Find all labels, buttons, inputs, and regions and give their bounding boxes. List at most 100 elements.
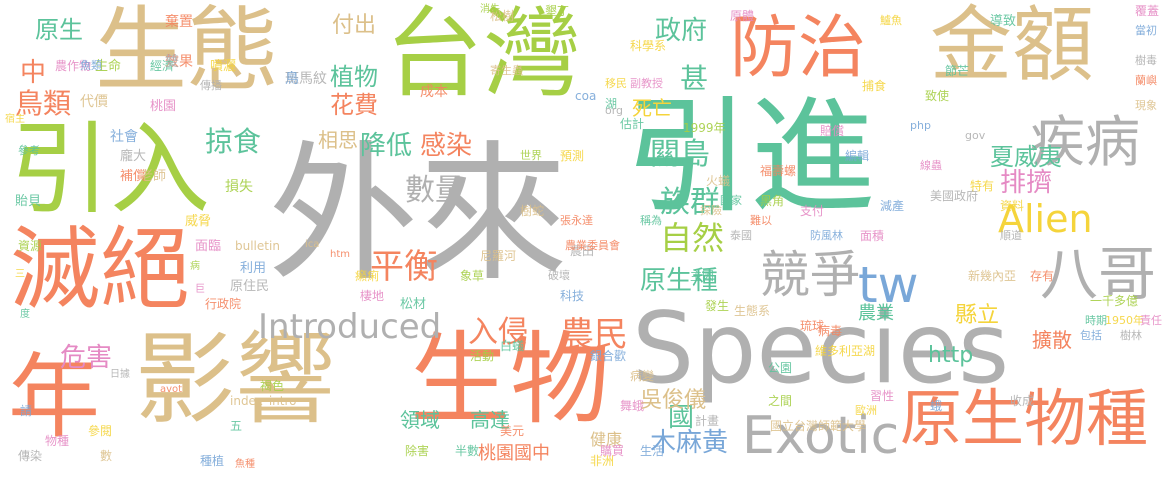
cloud-word: 自然 bbox=[660, 219, 725, 257]
cloud-word: 生態 bbox=[95, 0, 280, 104]
cloud-word: 相思 bbox=[318, 128, 358, 152]
cloud-word-small: 減產 bbox=[880, 199, 905, 213]
cloud-word: 關島 bbox=[650, 137, 710, 172]
cloud-word-small: 公園 bbox=[768, 361, 793, 375]
cloud-word-small: 病變 bbox=[630, 369, 655, 383]
cloud-word-small: 覆蓋 bbox=[1135, 4, 1160, 18]
cloud-word-small: 請 bbox=[20, 404, 33, 418]
cloud-word-small: 行政院 bbox=[205, 297, 242, 311]
cloud-word-small: 物種 bbox=[45, 434, 70, 448]
cloud-word-small: 巨 bbox=[195, 284, 205, 295]
cloud-word-small: 斑馬紋 bbox=[285, 71, 327, 87]
cloud-word: 外來 bbox=[268, 128, 569, 302]
cloud-word-small: 傳播 bbox=[200, 79, 222, 92]
cloud-word-small: 資料 bbox=[1000, 199, 1025, 213]
cloud-word-small: 鳥 bbox=[285, 71, 299, 87]
cloud-word-small: 白蟻 bbox=[500, 339, 525, 353]
cloud-word-small: 節芒 bbox=[945, 64, 970, 78]
cloud-word-small: 預測 bbox=[560, 149, 585, 163]
cloud-word-small: 生態系 bbox=[734, 304, 771, 318]
cloud-word-small: 購買 bbox=[600, 444, 625, 458]
cloud-word: 族群 bbox=[660, 185, 720, 220]
cloud-word-small: 代價 bbox=[80, 94, 108, 110]
cloud-word-small: 收成 bbox=[1010, 394, 1035, 408]
cloud-word-small: 原體 bbox=[730, 9, 755, 23]
cloud-word: tw bbox=[858, 256, 919, 314]
cloud-word: 掠食 bbox=[205, 125, 262, 158]
cloud-word-small: 老師 bbox=[140, 169, 167, 184]
cloud-word: 高達 bbox=[470, 408, 510, 432]
cloud-word-small: 維多利亞湖 bbox=[815, 344, 876, 358]
cloud-word-small: 利用 bbox=[240, 261, 267, 276]
cloud-word-small: 三 bbox=[15, 269, 25, 280]
cloud-word-small: 寄生蟲 bbox=[490, 64, 523, 77]
cloud-word: 感染 bbox=[420, 131, 473, 161]
cloud-word: 影響 bbox=[135, 321, 335, 438]
cloud-word-small: 習性 bbox=[870, 389, 895, 403]
cloud-word-small: 科學系 bbox=[630, 39, 667, 53]
cloud-word-small: 經濟 bbox=[150, 59, 175, 73]
cloud-word-small: 參考 bbox=[18, 144, 40, 157]
cloud-word: 中 bbox=[20, 58, 47, 88]
cloud-word-small: 銀合歡 bbox=[590, 349, 627, 363]
cloud-word-small: 歐洲 bbox=[855, 404, 877, 417]
cloud-word-small: 除害 bbox=[405, 444, 430, 458]
cloud-word-small: 美國政府 bbox=[930, 189, 979, 203]
cloud-word-small: 噴灑 bbox=[210, 59, 237, 74]
cloud-word: 滅絕 bbox=[10, 217, 190, 322]
cloud-word-small: 棲地 bbox=[360, 289, 385, 303]
cloud-word-small: 琉球 bbox=[800, 319, 825, 333]
cloud-word: 花費 bbox=[330, 91, 378, 119]
cloud-word: 台灣 bbox=[385, 0, 582, 111]
cloud-word-small: 特有 bbox=[970, 179, 995, 193]
cloud-word-small: 致使 bbox=[925, 89, 950, 103]
cloud-word-small: 非洲 bbox=[590, 454, 615, 468]
cloud-word-small: 順道 bbox=[1000, 229, 1022, 242]
cloud-word-small: 火蟻 bbox=[706, 174, 731, 188]
cloud-word-small: 雙 bbox=[165, 54, 179, 70]
cloud-word-small: 捕食 bbox=[862, 79, 887, 93]
cloud-word-small: htm bbox=[330, 249, 350, 260]
cloud-word: 數量 bbox=[405, 173, 465, 208]
cloud-word: 擴散 bbox=[1032, 328, 1072, 352]
cloud-word-small: 防風林 bbox=[810, 229, 843, 242]
cloud-word-small: 魚類 bbox=[80, 59, 102, 72]
cloud-word: 競爭 bbox=[760, 246, 860, 304]
cloud-word-small: 支付 bbox=[800, 204, 825, 218]
cloud-word-small: 褐色 bbox=[260, 379, 285, 393]
cloud-word-small: 線蟲 bbox=[920, 159, 942, 172]
cloud-word-small: 半數 bbox=[455, 444, 480, 458]
cloud-word-small: 湖 bbox=[605, 97, 618, 111]
cloud-word-small: 蛾 bbox=[930, 399, 943, 413]
cloud-word-small: coa bbox=[575, 89, 597, 103]
cloud-word-small: 傳染 bbox=[18, 449, 43, 463]
cloud-word-small: 美元 bbox=[500, 424, 525, 438]
cloud-word-small: 黑角 bbox=[760, 194, 785, 208]
cloud-word-small: 資源 bbox=[18, 239, 43, 253]
cloud-word: 防治 bbox=[730, 9, 867, 88]
cloud-word-small: 松樹 bbox=[490, 9, 515, 23]
cloud-word: 原生物種 bbox=[900, 382, 1149, 455]
cloud-word-small: 編輯 bbox=[845, 149, 870, 163]
cloud-word-small: 張永達 bbox=[560, 214, 593, 227]
cloud-word: Alien bbox=[998, 197, 1093, 241]
cloud-word: 農業 bbox=[858, 303, 894, 324]
cloud-word-small: 國家 bbox=[720, 194, 742, 207]
cloud-word-small: 計畫 bbox=[695, 414, 720, 428]
cloud-word-small: 度 bbox=[20, 309, 30, 320]
cloud-word-small: 貽貝 bbox=[15, 194, 42, 209]
cloud-word-small: 宿主 bbox=[5, 114, 25, 125]
cloud-word-small: 種植 bbox=[200, 454, 225, 468]
cloud-word-small: 病 bbox=[190, 261, 200, 272]
cloud-word-small: 導致 bbox=[990, 14, 1017, 29]
cloud-word: 夏威夷 bbox=[990, 143, 1062, 171]
cloud-word: 原生 bbox=[35, 16, 83, 44]
cloud-word-small: 癩痢 bbox=[355, 269, 380, 283]
cloud-word-small: 生活 bbox=[640, 444, 665, 458]
cloud-word-small: 社會 bbox=[110, 129, 138, 145]
cloud-word-small: 泰國 bbox=[730, 229, 752, 242]
cloud-word: 原生種 bbox=[640, 266, 719, 296]
cloud-word-small: 稱為 bbox=[640, 214, 662, 227]
cloud-word-small: 樹毒 bbox=[1135, 54, 1157, 67]
